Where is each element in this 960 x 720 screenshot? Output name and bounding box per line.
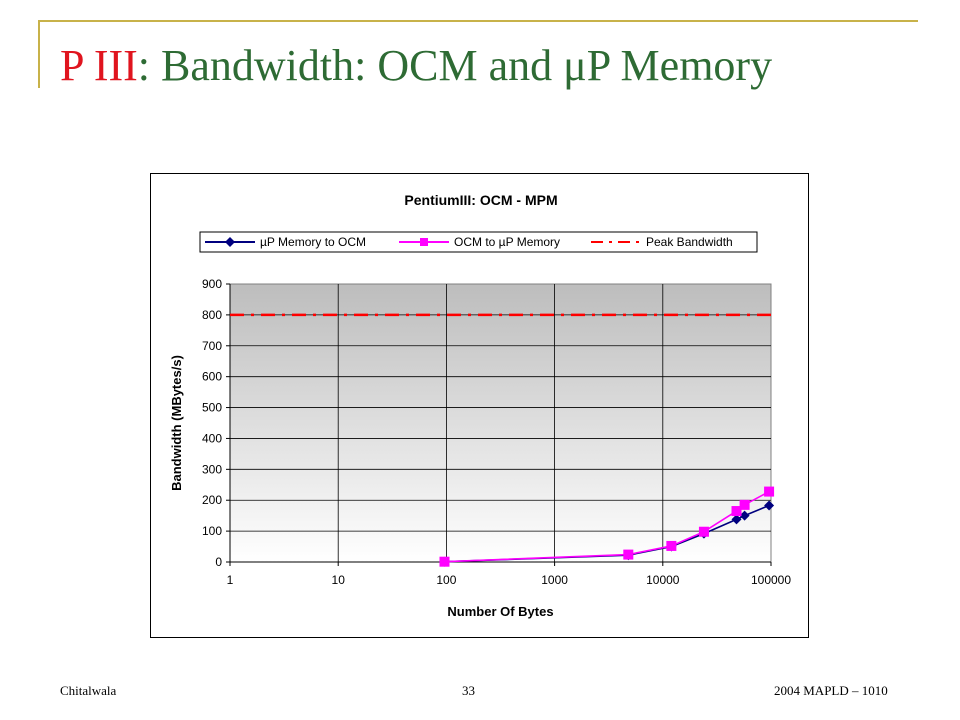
legend-label-2: Peak Bandwidth bbox=[646, 235, 733, 249]
series-point-1 bbox=[764, 486, 775, 497]
y-tick-label: 300 bbox=[202, 462, 222, 476]
series-point-1 bbox=[666, 540, 677, 551]
series-point-1 bbox=[698, 526, 709, 537]
series-point-0 bbox=[731, 514, 742, 525]
y-tick-label: 400 bbox=[202, 431, 222, 445]
legend-box bbox=[199, 231, 758, 253]
chart-container: PentiumIII: OCM - MPM µP Memory to OCM OCM… bbox=[150, 173, 809, 638]
x-axis-label: Number Of Bytes bbox=[447, 604, 553, 619]
legend-label-0: µP Memory to OCM bbox=[260, 235, 366, 249]
y-tick-label: 500 bbox=[202, 401, 222, 415]
footer-author: Chitalwala bbox=[60, 683, 117, 698]
y-tick-label: 800 bbox=[202, 308, 222, 322]
slide-title-part1: P III bbox=[60, 41, 138, 90]
y-tick-label: 200 bbox=[202, 493, 222, 507]
footer-event: 2004 MAPLD – 1010 bbox=[774, 683, 888, 698]
title-frame-left bbox=[38, 20, 40, 88]
chart-svg: PentiumIII: OCM - MPM µP Memory to OCM OCM… bbox=[169, 192, 791, 619]
series-point-1 bbox=[439, 556, 450, 567]
title-frame-top bbox=[38, 20, 918, 22]
plot-area bbox=[229, 283, 772, 563]
legend-label-1: OCM to µP Memory bbox=[454, 235, 560, 249]
x-tick-label: 1 bbox=[227, 573, 234, 587]
y-tick-label: 900 bbox=[202, 277, 222, 291]
x-tick-label: 1000 bbox=[541, 573, 568, 587]
x-tick-label: 100000 bbox=[751, 573, 791, 587]
slide-title: P III: Bandwidth: OCM and μP Memory bbox=[60, 40, 772, 91]
y-tick-label: 0 bbox=[215, 555, 222, 569]
y-tick-label: 600 bbox=[202, 370, 222, 384]
footer-page-number: 33 bbox=[462, 683, 475, 698]
chart-title: PentiumIII: OCM - MPM bbox=[404, 192, 557, 208]
legend-marker-0 bbox=[225, 237, 235, 247]
series-point-1 bbox=[739, 499, 750, 510]
x-tick-label: 100 bbox=[436, 573, 456, 587]
y-tick-label: 100 bbox=[202, 524, 222, 538]
legend-marker-1 bbox=[420, 238, 428, 246]
y-axis-label: Bandwidth (MBytes/s) bbox=[169, 355, 184, 491]
series-point-1 bbox=[731, 506, 742, 517]
series-point-0 bbox=[764, 500, 775, 511]
slide-title-part2: : Bandwidth: OCM and μP Memory bbox=[137, 41, 773, 90]
x-tick-label: 10000 bbox=[646, 573, 680, 587]
y-tick-label: 700 bbox=[202, 339, 222, 353]
series-point-1 bbox=[623, 549, 634, 560]
x-tick-label: 10 bbox=[332, 573, 346, 587]
